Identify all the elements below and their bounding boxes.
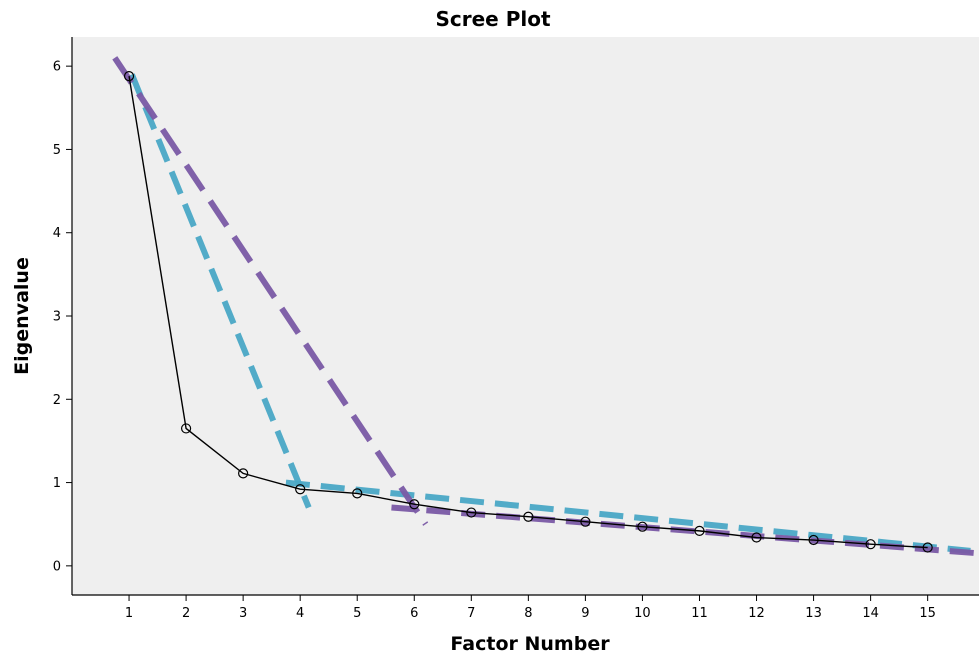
data-point [922,542,933,553]
chart-title: Scree Plot [435,7,550,31]
data-point [180,423,192,434]
annotation-line [285,479,971,554]
data-point [466,507,477,518]
y-tick-label: 2 [53,393,61,408]
x-tick-label: 14 [862,606,879,621]
annotation-line [129,73,312,509]
data-point [123,71,135,82]
x-tick-label: 12 [748,606,765,621]
y-tick-label: 5 [53,143,61,158]
series-group [123,71,933,553]
x-tick-label: 8 [524,606,532,621]
data-point [295,484,306,495]
series-line [128,76,928,549]
annotation-line [112,56,429,526]
x-tick-label: 13 [805,606,822,621]
x-tick-label: 9 [581,606,589,621]
y-tick-label: 4 [53,226,61,241]
x-tick-label: 15 [919,606,936,621]
y-tick-label: 1 [53,476,61,491]
data-point [523,511,534,522]
data-point [865,539,876,550]
data-point [580,516,591,527]
y-tick-label: 3 [53,310,61,325]
x-axis-label: Factor Number [450,633,610,655]
data-point [409,499,420,510]
data-point [808,534,819,546]
x-tick-label: 1 [125,606,133,621]
y-tick-label: 6 [53,60,61,75]
data-point [352,488,363,499]
x-tick-label: 5 [353,606,361,621]
data-point [637,521,648,532]
x-tick-label: 4 [296,606,304,621]
data-point [694,525,705,536]
x-tick-label: 10 [634,606,651,621]
x-tick-label: 6 [410,606,418,621]
x-tick-label: 7 [467,606,475,621]
x-tick-label: 11 [691,606,708,621]
x-tick-label: 2 [182,606,190,621]
data-point [238,468,249,479]
data-point [751,532,762,543]
x-tick-label: 3 [239,606,247,621]
y-axis-label: Eigenvalue [11,257,33,375]
plot-area [72,37,979,595]
y-tick-label: 0 [53,559,61,574]
